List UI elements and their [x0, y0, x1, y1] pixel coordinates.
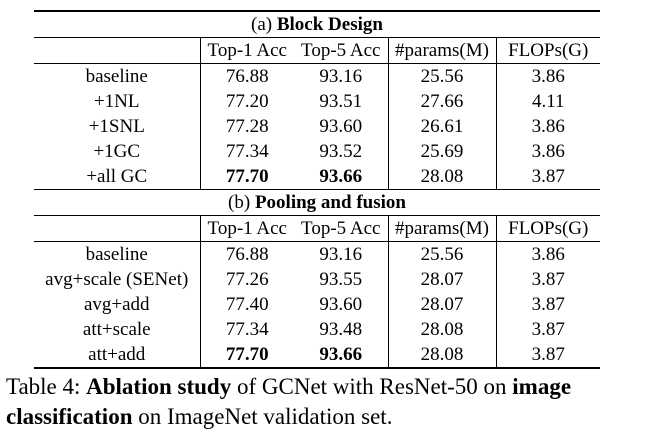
section-b-header-row: Top-1 Acc Top-5 Acc #params(M) FLOPs(G): [34, 215, 600, 242]
cell-params: 28.07: [387, 267, 496, 292]
table-row: baseline 76.88 93.16 25.56 3.86: [34, 241, 600, 267]
cell-params: 28.08: [387, 317, 496, 342]
section-a-prefix: (a): [251, 14, 277, 35]
caption-text-1: of GCNet with ResNet-50 on: [231, 374, 513, 399]
cell-method: +1GC: [93, 141, 141, 162]
cell-flops: 3.87: [495, 317, 600, 342]
section-a-header-row: Top-1 Acc Top-5 Acc #params(M) FLOPs(G): [34, 37, 600, 64]
cell-params: 28.08: [387, 342, 496, 369]
cell-top5: 93.60: [319, 294, 363, 315]
ablation-table: (a) Block Design Top-1 Acc Top-5 Acc #pa…: [34, 10, 600, 369]
cell-top5: 93.51: [319, 91, 363, 112]
cell-top5: 93.55: [319, 269, 363, 290]
cell-top1: 77.40: [199, 292, 294, 317]
caption-label: Table 4:: [6, 374, 87, 399]
header-top1: Top-1 Acc: [199, 37, 294, 64]
header-params: #params(M): [387, 37, 496, 64]
cell-method: +1SNL: [88, 116, 145, 137]
cell-flops: 3.87: [495, 164, 600, 190]
cell-top1: 77.34: [199, 317, 294, 342]
section-b-prefix: (b): [228, 192, 255, 213]
header-top5: Top-5 Acc: [294, 37, 388, 64]
cell-flops: 3.87: [495, 342, 600, 369]
cell-params: 25.56: [387, 63, 496, 89]
cell-params: 25.56: [387, 241, 496, 267]
table-row: att+add 77.70 93.66 28.08 3.87: [34, 342, 600, 369]
cell-method: +all GC: [34, 164, 200, 190]
cell-method: att+add: [34, 342, 200, 369]
header-top5: Top-5 Acc: [294, 215, 388, 242]
section-b-name: Pooling and fusion: [254, 192, 406, 213]
header-method: [34, 37, 200, 64]
cell-params: 28.08: [387, 164, 496, 190]
cell-top1: 77.34: [199, 139, 294, 164]
table-row: +1SNL 77.28 93.60 26.61 3.86: [34, 114, 600, 139]
cell-top5: 93.48: [319, 319, 363, 340]
caption-emphasis-2: image classification: [6, 374, 572, 429]
cell-top5-best: 93.66: [294, 342, 388, 369]
table-row: +1GC 77.34 93.52 25.69 3.86: [34, 139, 600, 164]
cell-params: 28.07: [387, 292, 496, 317]
cell-flops: 3.86: [495, 139, 600, 164]
table-row: +1NL 77.20 93.51 27.66 4.11: [34, 89, 600, 114]
cell-method: baseline: [34, 63, 200, 89]
table-row: baseline 76.88 93.16 25.56 3.86: [34, 63, 600, 89]
table-caption: Table 4: Ablation study of GCNet with Re…: [6, 372, 646, 432]
section-a-title-row: (a) Block Design: [34, 10, 600, 38]
section-b-title-row: (b) Pooling and fusion: [34, 190, 600, 216]
ablation-table-container: (a) Block Design Top-1 Acc Top-5 Acc #pa…: [34, 10, 600, 369]
cell-top1-best: 77.70: [199, 342, 294, 369]
cell-top5-best: 93.66: [294, 164, 388, 190]
caption-emphasis-1: Ablation study: [86, 374, 232, 399]
cell-flops: 3.87: [495, 292, 600, 317]
section-a-name: Block Design: [276, 14, 383, 35]
cell-params: 26.61: [387, 114, 496, 139]
header-flops: FLOPs(G): [495, 37, 600, 64]
header-method: [34, 215, 200, 242]
header-top1: Top-1 Acc: [199, 215, 294, 242]
cell-flops: 3.86: [495, 241, 600, 267]
table-row: att+scale 77.34 93.48 28.08 3.87: [34, 317, 600, 342]
table-row: avg+add 77.40 93.60 28.07 3.87: [34, 292, 600, 317]
cell-method: avg+add: [83, 294, 150, 315]
cell-top1-best: 77.70: [199, 164, 294, 190]
cell-top5: 93.52: [319, 141, 363, 162]
header-params: #params(M): [387, 215, 496, 242]
cell-params: 27.66: [387, 89, 496, 114]
cell-top5: 93.60: [319, 116, 363, 137]
cell-method: +1NL: [93, 91, 140, 112]
cell-method: baseline: [34, 241, 200, 267]
cell-flops: 4.11: [495, 89, 600, 114]
cell-top1: 76.88: [199, 63, 294, 89]
cell-top5: 93.16: [294, 63, 388, 89]
table-row: avg+scale (SENet) 77.26 93.55 28.07 3.87: [34, 267, 600, 292]
cell-top1: 77.28: [199, 114, 294, 139]
section-b-title: (b) Pooling and fusion: [34, 190, 600, 216]
cell-flops: 3.86: [495, 63, 600, 89]
cell-method: att+scale: [82, 319, 151, 340]
caption-text-2: on ImageNet validation set.: [132, 404, 393, 429]
header-flops: FLOPs(G): [495, 215, 600, 242]
cell-flops: 3.86: [495, 114, 600, 139]
section-a-title: (a) Block Design: [34, 10, 600, 38]
cell-method: avg+scale (SENet): [45, 269, 189, 290]
cell-params: 25.69: [387, 139, 496, 164]
table-row: +all GC 77.70 93.66 28.08 3.87: [34, 164, 600, 190]
cell-top1: 77.26: [199, 267, 294, 292]
cell-top5: 93.16: [294, 241, 388, 267]
cell-top1: 77.20: [199, 89, 294, 114]
cell-flops: 3.87: [495, 267, 600, 292]
cell-top1: 76.88: [199, 241, 294, 267]
